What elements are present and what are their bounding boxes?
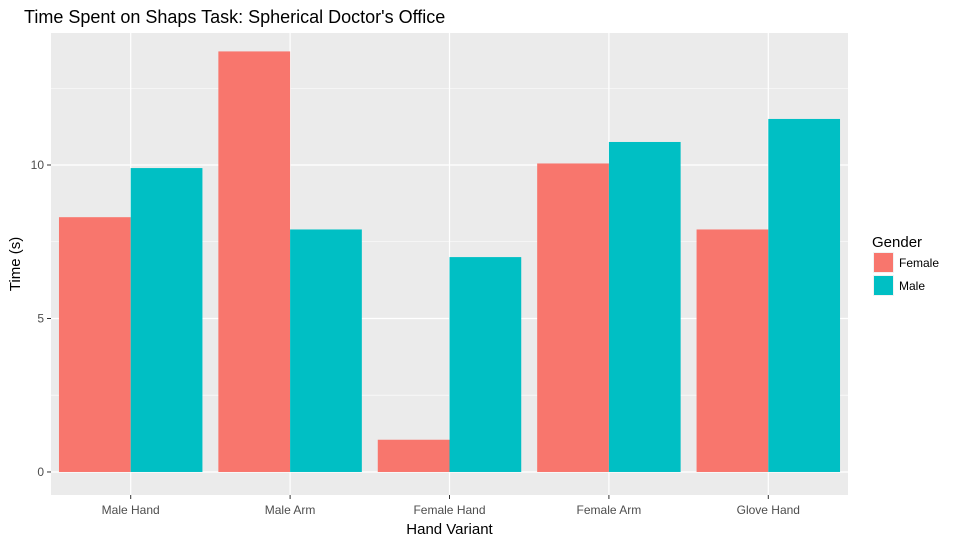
y-tick-label: 0 [37,465,44,479]
y-tick-label: 10 [31,158,45,172]
bar-male-female-arm [608,141,681,472]
legend-title: Gender [872,234,922,251]
bars [58,51,841,472]
x-axis: Male Hand Male Arm Female Hand Female Arm Gl… [102,495,800,517]
x-tick-label: Male Arm [265,503,316,517]
y-axis-title: Time (s) [7,237,24,291]
bar-male-glove-hand [768,118,841,472]
legend-swatch-male [874,276,893,295]
x-tick-label: Female Arm [577,503,642,517]
bar-female-male-arm [218,51,291,472]
bar-female-female-arm [537,163,609,472]
bar-female-male-hand [58,217,131,472]
x-tick-label: Female Hand [413,503,485,517]
legend-label-female: Female [899,256,939,270]
chart-title: Time Spent on Shaps Task: Spherical Doct… [24,7,445,27]
legend: Gender Female Male [872,234,939,296]
legend-swatch-female [874,253,893,272]
x-axis-title: Hand Variant [406,521,493,538]
y-tick-label: 5 [37,311,44,325]
bar-male-female-hand [449,257,522,472]
bar-female-female-hand [377,439,450,472]
y-axis: 0 5 10 [31,158,51,479]
bar-male-male-arm [290,229,362,472]
legend-label-male: Male [899,279,925,293]
x-tick-label: Male Hand [102,503,160,517]
bar-male-male-hand [130,168,203,472]
bar-female-glove-hand [696,229,769,472]
x-tick-label: Glove Hand [737,503,800,517]
